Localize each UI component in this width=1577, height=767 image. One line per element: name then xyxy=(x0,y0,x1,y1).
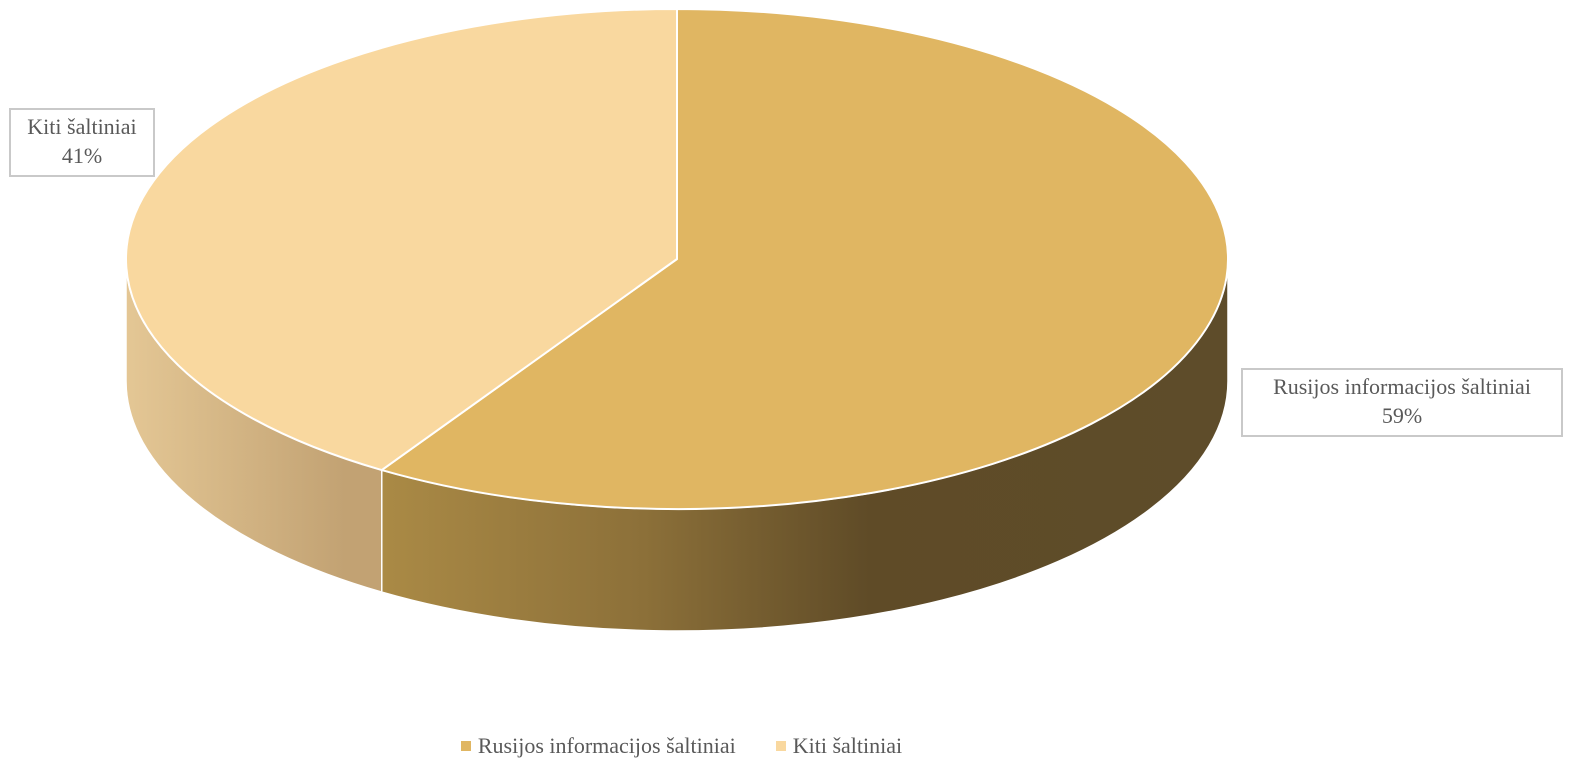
legend-swatch-rusijos xyxy=(460,741,471,751)
legend-label-kiti: Kiti šaltiniai xyxy=(792,733,903,758)
data-label-kiti-value: 41% xyxy=(61,143,103,168)
pie-slice-kiti xyxy=(125,8,678,472)
legend-entry-kiti: Kiti šaltiniai xyxy=(775,731,903,761)
data-label-rusijos-category: Rusijos informacijos šaltiniai xyxy=(1273,374,1531,399)
chart-legend: Rusijos informacijos šaltiniai Kiti šalt… xyxy=(0,731,1363,761)
legend-swatch-kiti xyxy=(775,741,786,751)
data-label-rusijos-value: 59% xyxy=(1381,403,1423,428)
data-label-kiti-category: Kiti šaltiniai xyxy=(27,114,137,139)
legend-label-rusijos: Rusijos informacijos šaltiniai xyxy=(477,733,736,758)
data-label-kiti: Kiti šaltiniai 41% xyxy=(9,108,155,177)
legend-entry-rusijos: Rusijos informacijos šaltiniai xyxy=(460,731,736,761)
pie-slice-rusijos xyxy=(380,8,1229,510)
data-label-rusijos: Rusijos informacijos šaltiniai 59% xyxy=(1241,368,1563,437)
